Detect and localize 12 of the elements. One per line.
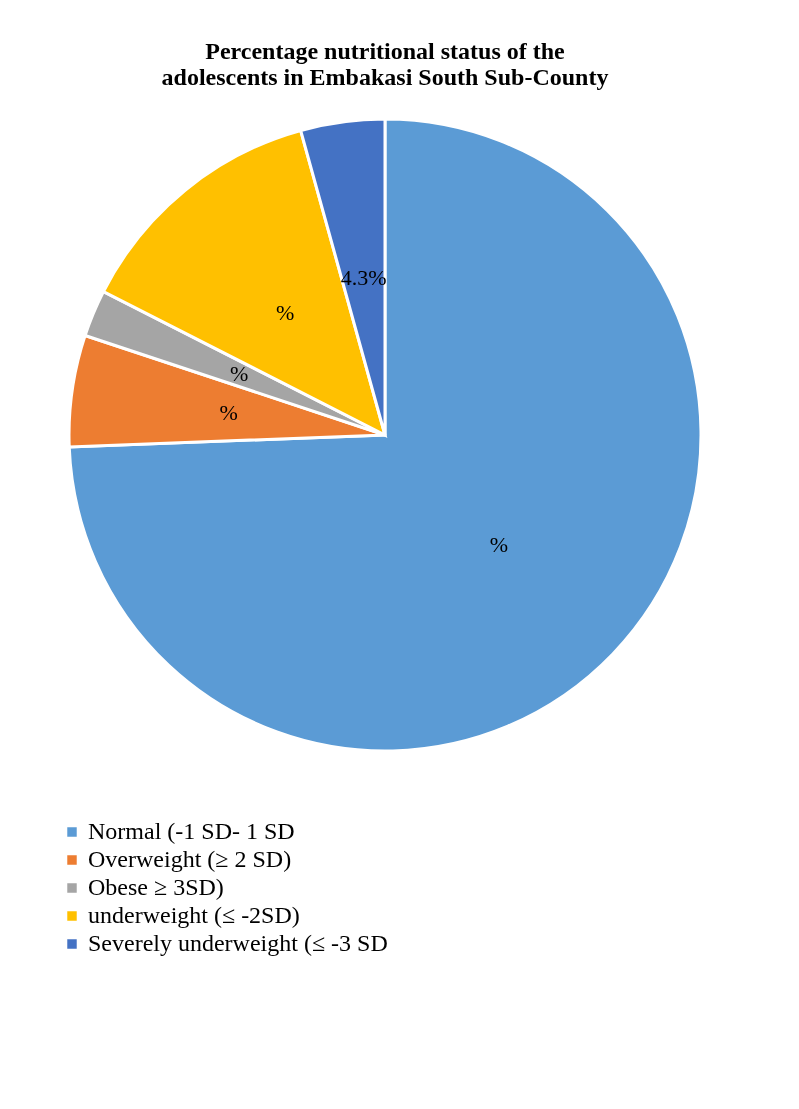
text: Percentage nutritional status of the [205,38,565,64]
data-label: % [219,399,238,425]
data-label: % [275,299,295,325]
legend-label: Normal (-1 SD- 1 SD [88,818,295,844]
data-label: % [230,361,249,387]
legend-label: Obese ≥ 3SD) [88,874,224,900]
text: adolescents in Embakasi South Sub-County [161,64,609,90]
legend-label: Severely underweight (≤ -3 SD [88,930,388,956]
data-label: % [489,531,508,557]
legend-label: underweight (≤ -2SD) [88,902,300,928]
legend-label: Overweight (≥ 2 SD) [88,846,292,872]
pie-slice [67,117,703,753]
